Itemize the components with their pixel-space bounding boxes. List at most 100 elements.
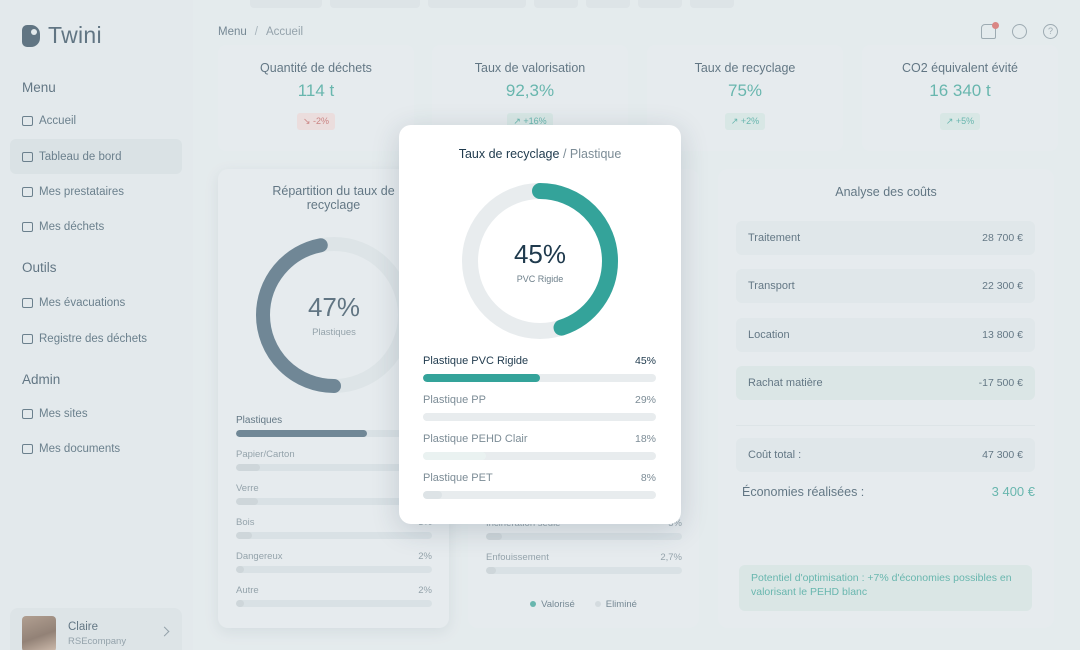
user-card[interactable]: Claire RSEcompany	[10, 608, 182, 650]
costs-panel: Analyse des coûts Traitement 28 700 € Tra…	[718, 169, 1054, 628]
modal-row[interactable]: Plastique PP 29%	[423, 394, 656, 421]
trash-icon	[22, 221, 33, 232]
row-value: 2%	[418, 585, 432, 596]
row-bar	[423, 491, 656, 499]
cost-row-rachat-matiere: Rachat matière -17 500 €	[736, 366, 1035, 400]
kpi-value: 114 t	[297, 81, 335, 100]
help-icon[interactable]: ?	[1043, 24, 1058, 39]
row-bar	[423, 413, 656, 421]
filter-chip[interactable]	[250, 0, 322, 8]
row-bar-fill	[236, 532, 252, 539]
cost-row-traitement: Traitement 28 700 €	[736, 221, 1035, 255]
donut-value: 47%	[307, 292, 361, 322]
sidebar-item-mes-documents[interactable]: Mes documents	[10, 431, 182, 466]
sidebar-item-mes-sites[interactable]: Mes sites	[10, 396, 182, 431]
savings-row: Économies réalisées : 3 400 €	[742, 484, 1035, 499]
row-label: Verre	[236, 483, 259, 494]
kpi-trend-badge: ↗ +5%	[939, 113, 981, 130]
row-label: Plastiques	[236, 415, 283, 426]
total-value: 47 300 €	[982, 449, 1023, 461]
cost-value: 13 800 €	[982, 329, 1023, 341]
cost-value: 22 300 €	[982, 280, 1023, 292]
list-item: Plastiques	[236, 415, 432, 437]
row-label: Plastique PEHD Clair	[423, 433, 528, 445]
modal-title-main: Taux de recyclage	[458, 147, 560, 161]
kpi-trend-badge: ↘ -2%	[296, 113, 336, 130]
cost-row-transport: Transport 22 300 €	[736, 269, 1035, 303]
row-value: 2%	[418, 551, 432, 562]
list-item: Dangereux 2%	[236, 551, 432, 573]
modal-donut-chart	[462, 183, 618, 339]
breadcrumb-root[interactable]: Menu	[218, 26, 247, 38]
cost-value: 28 700 €	[982, 232, 1023, 244]
kpi-title: Taux de recyclage	[694, 61, 796, 75]
filter-chip[interactable]	[638, 0, 682, 8]
row-value: 29%	[634, 394, 656, 406]
row-bar-fill	[423, 452, 486, 460]
legend-item-valorise: Valorisé	[530, 599, 575, 610]
row-label: Papier/Carton	[236, 449, 295, 460]
document-icon	[22, 443, 33, 454]
row-label: Autre	[236, 585, 259, 596]
notification-dot	[992, 22, 999, 29]
kpi-value: 92,3%	[505, 81, 555, 100]
row-bar-fill	[423, 374, 540, 382]
sidebar-item-mes-evacuations[interactable]: Mes évacuations	[10, 285, 182, 320]
user-name: Claire	[68, 621, 99, 633]
row-bar	[423, 452, 656, 460]
sidebar-item-accueil[interactable]: Accueil	[10, 103, 182, 138]
cost-label: Traitement	[748, 232, 801, 244]
modal-row[interactable]: Plastique PEHD Clair 18%	[423, 433, 656, 460]
optimisation-tip: Potentiel d'optimisation : +7% d'économi…	[739, 565, 1032, 611]
row-label: Plastique PVC Rigide	[423, 355, 529, 367]
filter-chip[interactable]	[534, 0, 578, 8]
legend-item-elimine: Eliminé	[594, 599, 637, 610]
panel-title: Répartition du taux de recyclage	[272, 184, 395, 212]
app-logo[interactable]: Twini	[22, 22, 102, 49]
kpi-title: Quantité de déchets	[260, 61, 372, 75]
donut-arc-pvc-rigide	[462, 183, 618, 339]
cost-value: -17 500 €	[978, 377, 1023, 389]
filter-chip[interactable]	[586, 0, 630, 8]
user-company: RSEcompany	[68, 636, 127, 647]
filter-chip[interactable]	[428, 0, 526, 8]
kpi-card-co2: CO2 équivalent évité 16 340 t ↗ +5%	[862, 45, 1058, 151]
breadcrumb-separator: /	[254, 26, 258, 38]
breadcrumb: Menu / Accueil	[218, 26, 303, 38]
modal-title: Taux de recyclage / Plastique	[399, 147, 681, 161]
modal-row[interactable]: Plastique PET 8%	[423, 472, 656, 499]
filter-chips	[250, 0, 734, 8]
list-item: Enfouissement 2,7%	[486, 552, 682, 574]
sidebar-item-label: Mes prestataires	[39, 185, 125, 198]
app-name: Twini	[48, 22, 102, 48]
row-bar-fill	[423, 413, 521, 421]
total-label: Coût total :	[748, 449, 802, 461]
filter-chip[interactable]	[330, 0, 420, 8]
row-bar-fill	[486, 567, 496, 574]
row-value: 8%	[640, 472, 656, 484]
twini-logo-icon	[22, 24, 40, 47]
sidebar-item-label: Mes évacuations	[39, 296, 126, 309]
sidebar-item-tableau-de-bord[interactable]: Tableau de bord	[10, 139, 182, 174]
cost-label: Location	[748, 329, 790, 341]
modal-donut: 45% PVC Rigide	[460, 181, 620, 341]
bell-icon[interactable]	[981, 22, 999, 39]
row-label: Plastique PP	[423, 394, 486, 406]
donut-arc-plastiques	[256, 237, 412, 393]
filter-chip[interactable]	[690, 0, 734, 8]
savings-value: 3 400 €	[991, 484, 1035, 499]
row-label: Dangereux	[236, 551, 283, 562]
sidebar-item-label: Registre des déchets	[39, 332, 148, 345]
sidebar-item-registre-des-dechets[interactable]: Registre des déchets	[10, 321, 182, 356]
panel-title: Analyse des coûts	[835, 185, 937, 199]
donut-center: 45% PVC Rigide	[460, 181, 620, 341]
sidebar-item-label: Tableau de bord	[39, 150, 122, 163]
cost-total-row: Coût total : 47 300 €	[736, 438, 1035, 472]
sidebar-item-mes-prestataires[interactable]: Mes prestataires	[10, 174, 182, 209]
modal-row[interactable]: Plastique PVC Rigide 45%	[423, 355, 656, 382]
sidebar-item-label: Mes déchets	[39, 220, 105, 233]
breadcrumb-current: Accueil	[265, 26, 304, 38]
row-label: Bois	[236, 517, 255, 528]
sidebar-item-mes-dechets[interactable]: Mes déchets	[10, 209, 182, 244]
gear-icon[interactable]	[1012, 24, 1027, 39]
